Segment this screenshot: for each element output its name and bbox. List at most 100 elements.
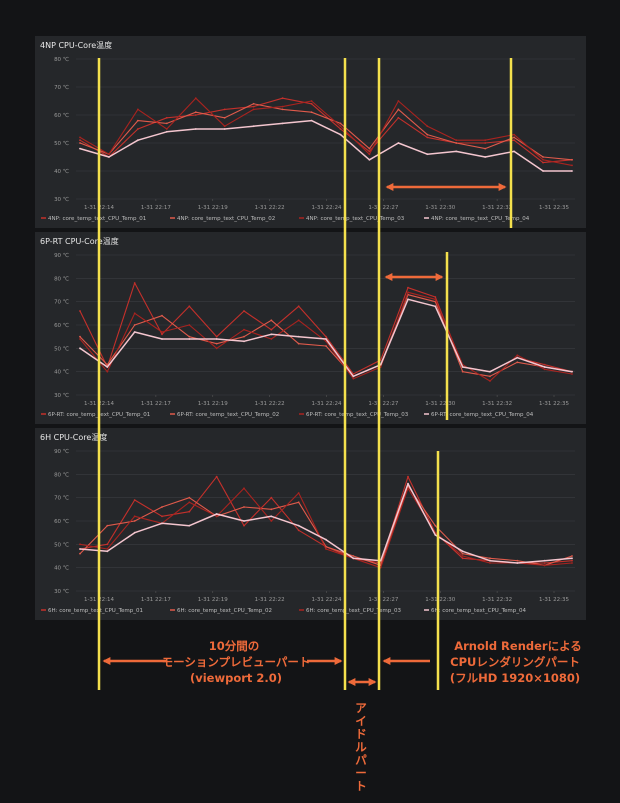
idle-label-char: ー — [355, 766, 367, 780]
data-point — [297, 529, 300, 532]
legend-item-4[interactable]: 4NP: core_temp_text_CPU_Temp_04 — [431, 216, 530, 222]
data-point — [516, 361, 519, 364]
data-point — [281, 122, 284, 125]
legend-item-3[interactable]: 4NP: core_temp_text_CPU_Temp_03 — [306, 216, 405, 222]
data-point — [188, 524, 191, 527]
data-point — [489, 557, 491, 560]
legend-item-2[interactable]: 6H: core_temp_text_CPU_Temp_02 — [177, 608, 272, 614]
data-point — [215, 335, 218, 338]
data-point — [516, 354, 519, 357]
data-point — [79, 147, 81, 150]
legend-item-2[interactable]: 4NP: core_temp_text_CPU_Temp_02 — [177, 216, 275, 222]
data-point — [513, 150, 516, 153]
data-point — [243, 310, 245, 312]
data-point — [106, 363, 109, 366]
data-point — [223, 125, 226, 128]
data-point — [252, 125, 255, 128]
data-point — [543, 564, 546, 567]
data-point — [270, 328, 273, 331]
data-point — [407, 475, 409, 478]
data-point — [310, 102, 313, 105]
data-point — [461, 370, 464, 373]
data-point — [161, 331, 163, 333]
y-tick-label: 40 ℃ — [54, 168, 69, 175]
x-tick-label: 1-31 22:24 — [311, 205, 342, 211]
data-point — [188, 305, 191, 308]
data-point — [133, 515, 136, 518]
data-point — [339, 122, 342, 125]
data-point — [252, 102, 255, 105]
data-point — [133, 324, 136, 326]
y-tick-label: 50 ℃ — [54, 140, 69, 147]
y-tick-label: 90 ℃ — [54, 448, 69, 455]
legend-item-4[interactable]: 6P-RT: core_temp_text_CPU_Temp_04 — [431, 412, 534, 418]
legend-item-3[interactable]: 6H: core_temp_text_CPU_Temp_03 — [306, 608, 401, 614]
legend-item-2[interactable]: 6P-RT: core_temp_text_CPU_Temp_02 — [177, 412, 279, 418]
chart-title-6h: 6H CPU-Core温度 — [40, 433, 108, 442]
y-tick-label: 60 ℃ — [54, 112, 69, 119]
data-point — [243, 520, 245, 522]
data-point — [571, 158, 573, 161]
x-tick-label: 1-31 22:19 — [198, 597, 229, 603]
data-point — [434, 524, 437, 527]
y-tick-label: 70 ℃ — [54, 299, 69, 306]
chart-panel-6prt: 6P-RT CPU-Core温度 30 ℃ 40 ℃ 50 ℃ 60 ℃ 70 ℃ 80 … — [35, 232, 586, 424]
legend-item-4[interactable]: 6H: core_temp_text_CPU_Temp_04 — [431, 608, 526, 614]
data-point — [516, 562, 519, 564]
y-tick-label: 50 ℃ — [54, 541, 69, 548]
data-point — [215, 338, 218, 340]
data-point — [165, 130, 168, 133]
data-point — [194, 128, 197, 130]
data-point — [165, 128, 168, 130]
x-tick-label: 1-31 22:32 — [482, 401, 512, 407]
data-point — [297, 319, 300, 322]
data-point — [434, 296, 437, 298]
idle-label-char: ド — [355, 727, 367, 741]
data-point — [243, 524, 245, 527]
motion-preview-label-1: 10分間の — [209, 639, 260, 653]
y-tick-label: 30 ℃ — [54, 588, 69, 595]
data-point — [489, 380, 491, 382]
y-tick-label: 80 ℃ — [54, 56, 69, 63]
data-point — [79, 338, 81, 340]
data-point — [106, 370, 109, 373]
data-point — [188, 501, 191, 504]
y-tick-label: 60 ℃ — [54, 518, 69, 525]
idle-label-char: ル — [355, 740, 367, 754]
legend-item-1[interactable]: 6H: core_temp_text_CPU_Temp_01 — [48, 608, 143, 614]
data-point — [461, 555, 464, 557]
idle-label-char: パ — [355, 753, 367, 767]
legend-item-1[interactable]: 4NP: core_temp_text_CPU_Temp_01 — [48, 216, 146, 222]
data-point — [215, 347, 218, 350]
data-point — [79, 543, 81, 546]
data-point — [281, 105, 284, 108]
data-point — [542, 161, 544, 164]
data-point — [243, 340, 245, 343]
data-point — [325, 345, 327, 347]
data-point — [79, 142, 81, 144]
render-label-1: Arnold Renderによる — [454, 639, 582, 653]
data-point — [188, 324, 191, 326]
data-point — [297, 524, 300, 527]
data-point — [243, 328, 245, 331]
data-point — [108, 156, 110, 158]
legend-item-3[interactable]: 6P-RT: core_temp_text_CPU_Temp_03 — [306, 412, 409, 418]
data-point — [325, 548, 327, 550]
x-tick-label: 1-31 22:35 — [539, 205, 570, 211]
data-point — [161, 333, 163, 336]
data-point — [79, 139, 81, 142]
data-point — [215, 475, 218, 478]
y-tick-label: 30 ℃ — [54, 392, 69, 399]
data-point — [368, 158, 371, 161]
data-point — [397, 108, 400, 111]
data-point — [571, 559, 573, 562]
data-point — [243, 335, 245, 338]
data-point — [165, 122, 168, 125]
data-point — [133, 499, 136, 501]
data-point — [325, 538, 327, 541]
data-point — [161, 515, 163, 518]
data-point — [79, 335, 81, 338]
data-point — [571, 164, 573, 167]
data-point — [513, 136, 516, 139]
